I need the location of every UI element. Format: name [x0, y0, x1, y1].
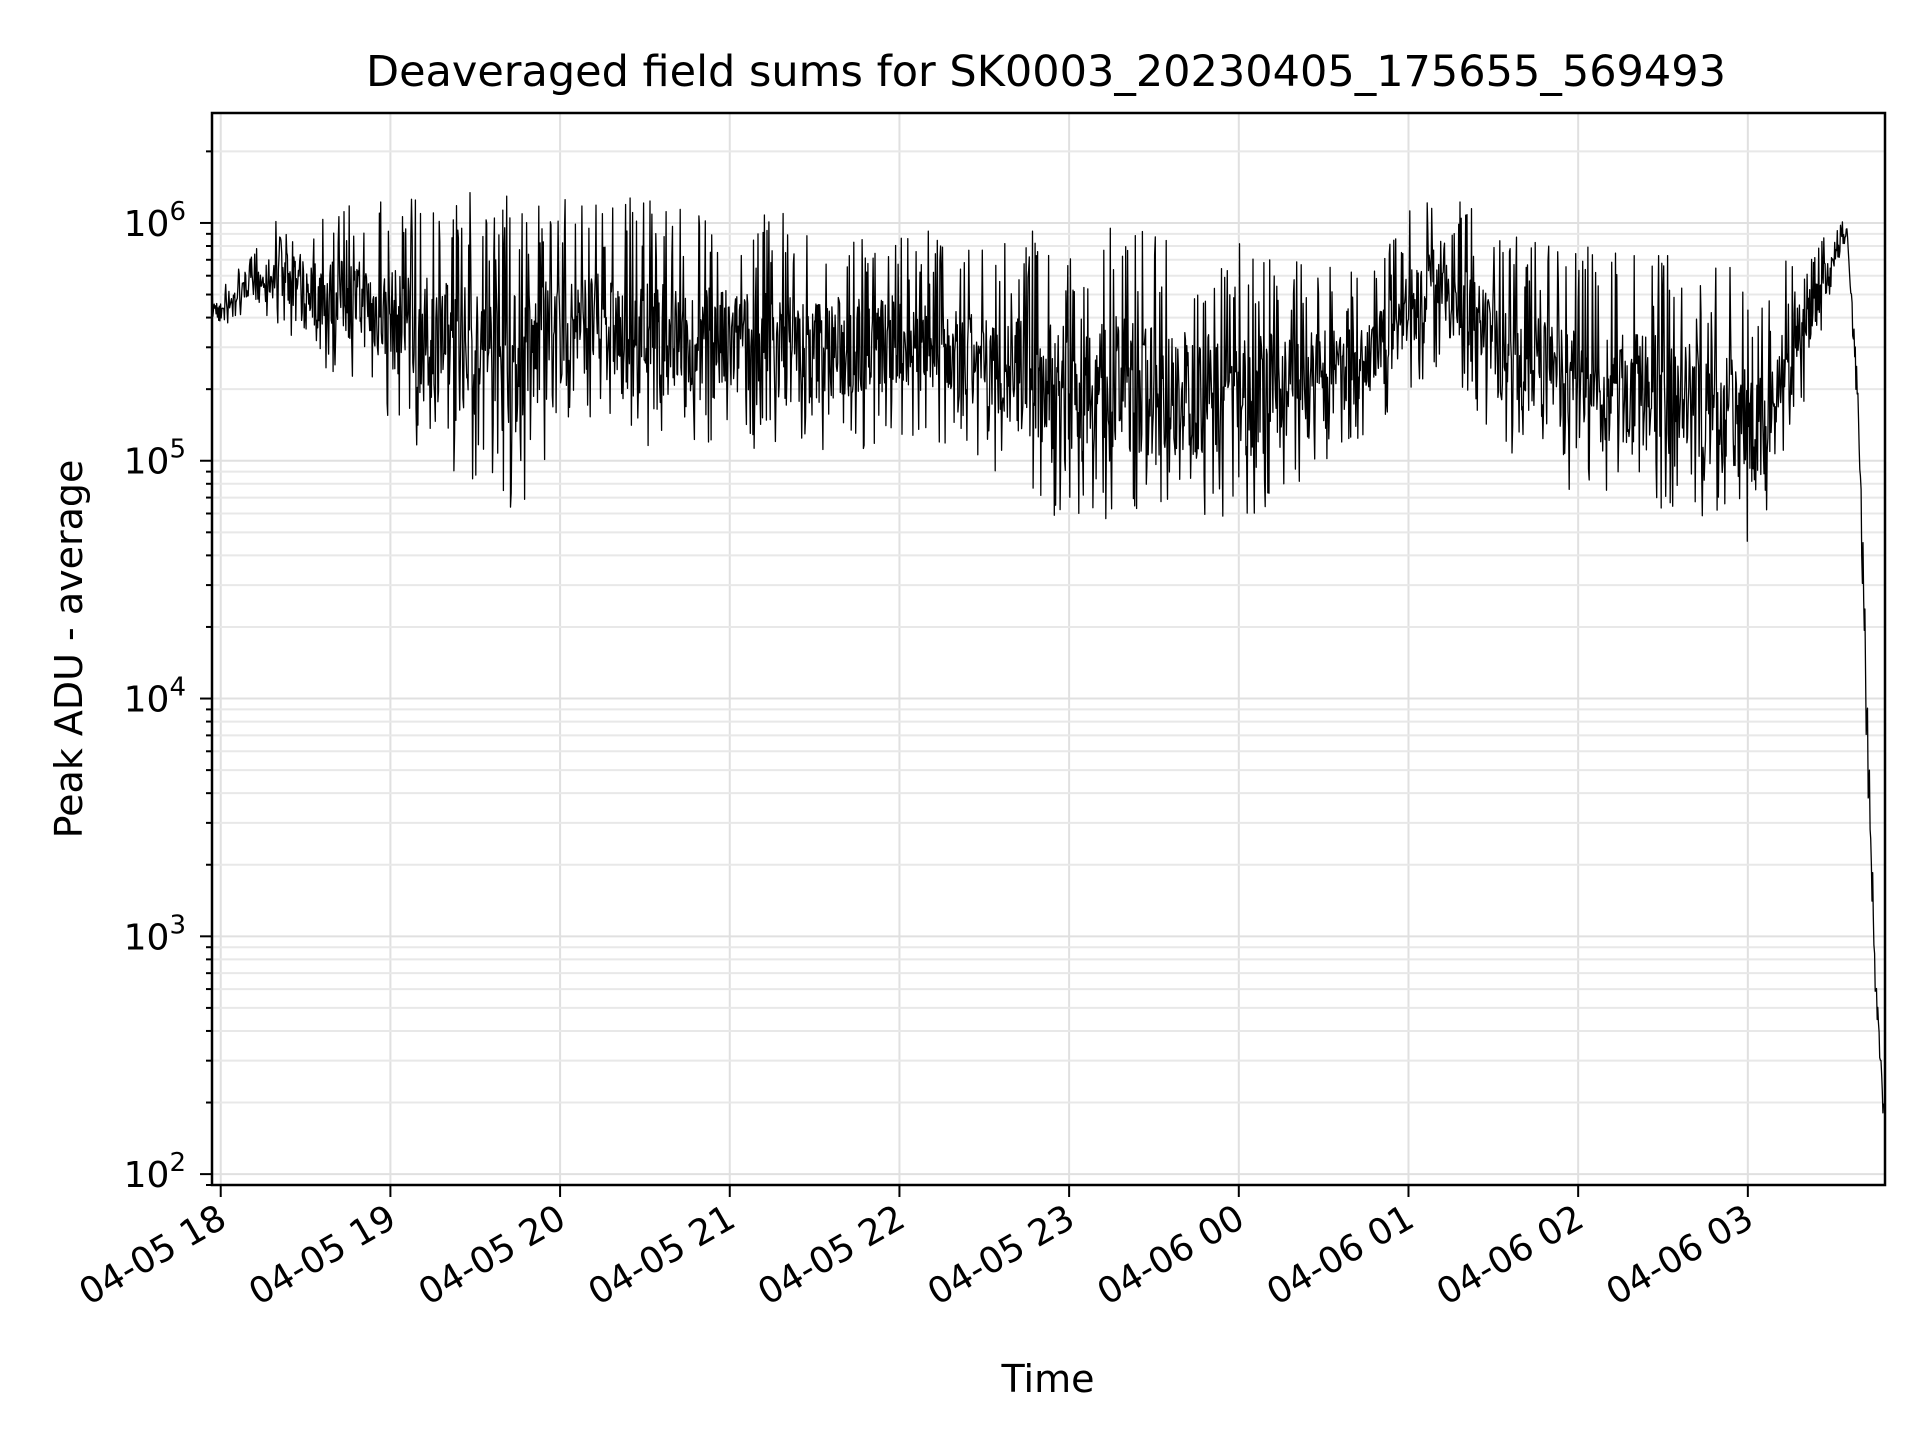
y-tick-label: 104 — [124, 673, 186, 721]
series-layer — [211, 191, 1885, 1114]
y-tick-label: 106 — [124, 197, 186, 245]
y-tick-exponent: 2 — [169, 1148, 186, 1178]
y-tick-exponent: 5 — [169, 435, 186, 465]
plot-frame — [210, 111, 1887, 1187]
y-tick-exponent: 4 — [169, 673, 186, 703]
y-tick-label: 105 — [124, 435, 186, 483]
y-tick-base: 10 — [124, 1155, 170, 1196]
y-tick-base: 10 — [124, 442, 170, 483]
y-tick-base: 10 — [124, 680, 170, 721]
y-tick-exponent: 3 — [169, 910, 186, 940]
series-line — [211, 191, 1885, 1114]
y-tick-label: 103 — [124, 910, 186, 958]
x-axis-label: Time — [1001, 1357, 1095, 1401]
y-tick-base: 10 — [124, 917, 170, 958]
y-tick-base: 10 — [124, 204, 170, 245]
y-tick-label: 102 — [124, 1148, 186, 1196]
y-tick-exponent: 6 — [169, 197, 186, 227]
y-axis-label: Peak ADU - average — [47, 460, 91, 839]
chart-title: Deaveraged field sums for SK0003_2023040… — [366, 47, 1726, 97]
